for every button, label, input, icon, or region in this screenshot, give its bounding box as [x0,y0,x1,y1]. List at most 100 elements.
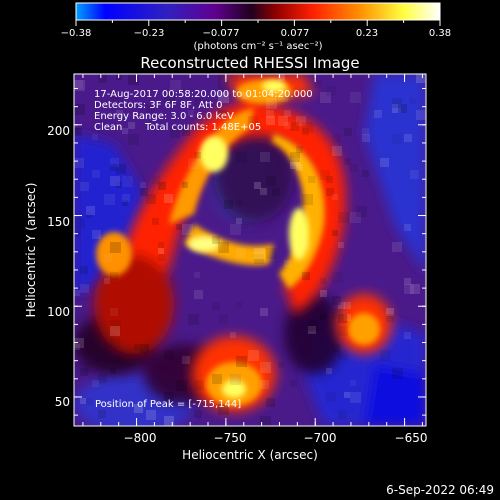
texture-pixel [74,80,83,89]
texture-pixel [386,308,394,316]
texture-pixel [404,332,411,339]
texture-pixel [362,134,370,142]
texture-pixel [74,104,85,115]
texture-pixel [236,356,247,367]
texture-pixel [110,320,121,331]
texture-pixel [416,74,425,83]
texture-pixel [290,158,298,166]
texture-pixel [356,206,367,217]
texture-pixel [254,248,265,259]
texture-pixel [320,290,327,297]
texture-pixel [110,242,121,253]
texture-pixel [296,116,306,126]
texture-pixel [410,98,416,104]
texture-pixel [242,92,249,99]
texture-pixel [218,74,224,80]
texture-pixel [350,392,361,403]
texture-pixel [218,242,229,253]
texture-pixel [260,152,270,162]
texture-pixel [80,362,91,373]
texture-pixel [290,122,299,131]
heatmap-emission-peak [188,80,309,398]
texture-pixel [332,308,343,319]
texture-pixel [350,212,361,223]
texture-pixel [308,320,319,331]
texture-pixel [74,158,84,168]
texture-pixel [218,314,228,324]
texture-pixel [176,224,182,230]
texture-pixel [266,398,275,407]
texture-pixel [140,188,148,196]
annotation-peak-position: Position of Peak = [-715,144] [95,399,241,410]
texture-pixel [194,98,202,106]
texture-pixel [374,110,382,118]
texture-pixel [266,98,277,109]
texture-pixel [236,218,242,224]
axis-ticks [74,74,426,426]
texture-pixel [266,176,276,186]
texture-pixel [86,398,93,405]
texture-pixel [170,80,181,91]
x-axis-label: Heliocentric X (arcsec) [182,448,318,462]
y-axis-label: Heliocentric Y (arcsec) [24,183,38,318]
texture-pixel [404,278,411,285]
texture-pixel [290,158,301,169]
texture-pixel [338,314,347,323]
texture-pixel [320,314,326,320]
texture-pixel [122,128,128,134]
texture-pixel [332,296,341,305]
texture-pixel [146,194,156,204]
y-tick-label-2: 150 [47,215,70,229]
texture-pixel [290,152,300,162]
texture-pixel [128,122,135,129]
colorbar [75,2,441,21]
texture-pixel [146,122,152,128]
texture-pixel [164,194,173,203]
texture-pixel [338,212,349,223]
texture-pixel [146,410,156,420]
texture-pixel [80,398,86,404]
texture-pixel [260,188,267,195]
texture-pixel [344,302,351,309]
y-tick-label-1: 100 [47,305,70,319]
texture-pixel [404,134,412,142]
x-tick-label-3: −650 [395,431,428,445]
texture-pixel [260,362,266,368]
texture-pixel [284,92,291,99]
texture-pixel [332,230,338,236]
texture-pixel [110,368,116,374]
texture-pixel [338,410,347,419]
texture-pixel [260,416,271,426]
texture-pixel [302,272,310,280]
texture-pixel [302,122,313,133]
texture-pixel [194,380,204,390]
annotation-time-range: 17-Aug-2017 00:58:20.000 to 01:04:20.000 [94,89,313,100]
texture-pixel [194,290,203,299]
texture-pixel [314,80,322,88]
texture-pixel [74,338,84,348]
texture-pixel [398,104,407,113]
texture-pixel [230,224,241,235]
texture-pixel [332,344,340,352]
texture-pixel [110,164,117,171]
texture-pixel [344,314,351,321]
texture-pixel [326,176,333,183]
texture-pixel [260,362,271,373]
texture-pixel [236,200,242,206]
texture-pixel [308,326,316,334]
texture-pixel [248,116,258,126]
texture-pixel [344,158,351,165]
texture-pixel [230,374,241,385]
texture-pixel [116,110,123,117]
texture-pixel [74,128,80,134]
texture-pixel [104,194,115,205]
texture-pixel [122,194,130,202]
texture-pixel [380,350,391,361]
texture-pixel [410,170,419,179]
texture-pixel [230,74,238,82]
annotation-energy-range: Energy Range: 3.0 - 6.0 keV [94,111,234,122]
texture-pixel [260,308,268,316]
texture-pixel [302,128,309,135]
texture-pixel [392,104,401,113]
